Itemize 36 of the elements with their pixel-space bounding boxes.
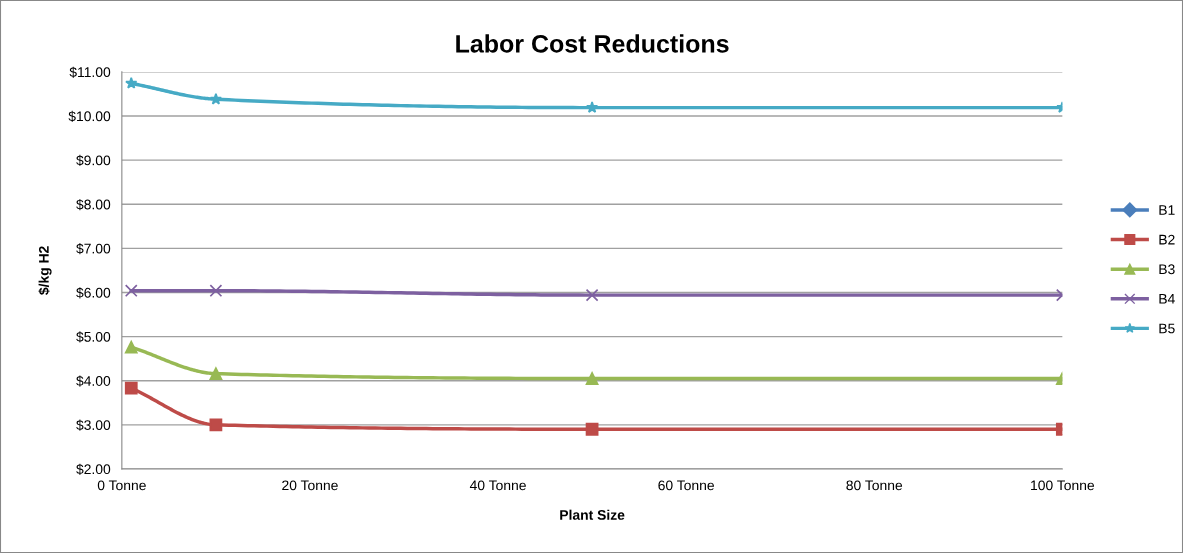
- point: [209, 92, 223, 105]
- x-tick-label: 100 Tonne: [1031, 480, 1095, 491]
- x-axis-title: Plant Size: [560, 509, 625, 520]
- x-tick-label: 0 Tonne: [97, 480, 146, 491]
- point: [585, 101, 599, 113]
- point: [124, 284, 138, 298]
- point: [585, 288, 599, 302]
- y-tick-label: $9.00: [76, 154, 111, 167]
- legend-label: B1: [1159, 205, 1175, 215]
- legend-label: B4: [1159, 294, 1175, 304]
- y-tick-label: $2.00: [76, 463, 111, 475]
- point: [125, 76, 138, 89]
- legend-label: B2: [1159, 234, 1175, 245]
- y-tick-label: $7.00: [76, 243, 111, 255]
- y-tick-label: $3.00: [76, 419, 111, 431]
- point: [585, 372, 599, 385]
- y-tick-label: $5.00: [76, 331, 111, 343]
- y-tick-label: $8.00: [76, 198, 111, 211]
- legend-label: B5: [1159, 323, 1175, 334]
- point: [585, 422, 599, 436]
- x-tick-label: 40 Tonne: [469, 480, 526, 491]
- chart-title: Labor Cost Reductions: [456, 34, 729, 53]
- y-tick-label: $11.00: [69, 66, 111, 78]
- y-tick-label: $4.00: [76, 375, 111, 387]
- point: [124, 381, 138, 395]
- point: [209, 284, 223, 298]
- point: [124, 340, 138, 354]
- point: [209, 418, 223, 432]
- x-tick-label: 60 Tonne: [658, 480, 714, 491]
- x-tick-label: 80 Tonne: [846, 480, 903, 491]
- y-tick-label: $10.00: [68, 110, 111, 122]
- point: [209, 367, 223, 381]
- x-tick-label: 20 Tonne: [282, 480, 338, 491]
- legend-label: B3: [1159, 264, 1175, 275]
- y-tick-label: $6.00: [76, 287, 111, 299]
- y-axis-title: $/kg H2: [38, 246, 52, 295]
